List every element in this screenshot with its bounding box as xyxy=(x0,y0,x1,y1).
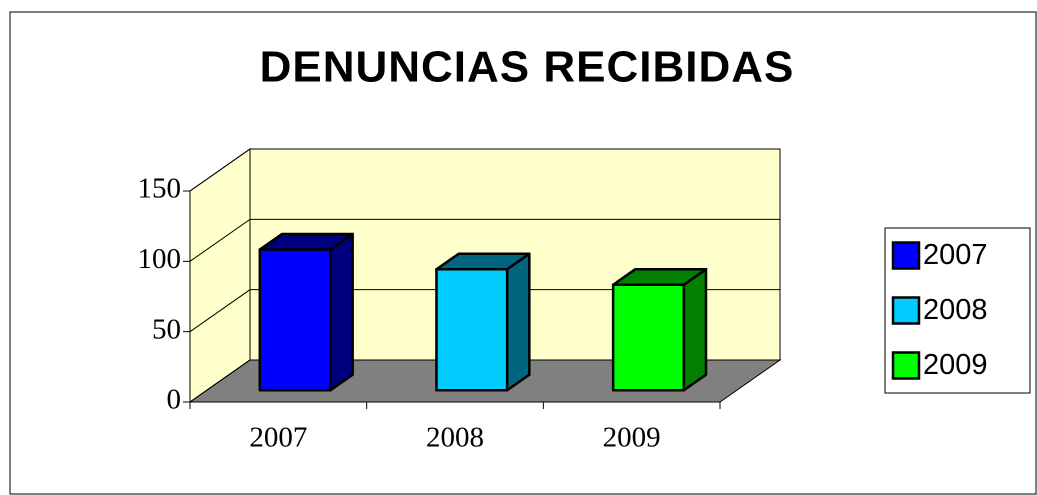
grid-line xyxy=(189,359,780,403)
legend-label: 2009 xyxy=(923,349,988,381)
grid-line xyxy=(189,148,780,192)
x-tick-label: 2009 xyxy=(603,422,661,454)
bar-front xyxy=(258,248,332,392)
legend-swatch xyxy=(891,351,921,380)
chart-title: DENUNCIAS RECIBIDAS xyxy=(260,43,795,92)
grid-line xyxy=(189,289,780,333)
y-tick-label: 150 xyxy=(138,173,182,205)
x-tick-label: 2007 xyxy=(249,422,307,454)
bar-side xyxy=(505,252,531,392)
legend-swatch xyxy=(891,296,921,325)
bar xyxy=(435,252,531,392)
grid-line xyxy=(189,218,780,262)
bar xyxy=(258,232,354,392)
side-wall xyxy=(189,148,251,403)
bar-side xyxy=(682,267,708,392)
y-tick-label: 50 xyxy=(152,313,181,345)
bar-front xyxy=(435,268,509,392)
legend-swatch xyxy=(891,241,921,270)
x-tick-label: 2008 xyxy=(426,422,484,454)
legend-label: 2007 xyxy=(923,239,988,271)
bar-front xyxy=(611,283,686,392)
bar xyxy=(611,267,708,392)
y-tick-label: 100 xyxy=(138,243,182,275)
y-tick-label: 0 xyxy=(167,384,182,416)
bar-side xyxy=(329,232,354,392)
legend-label: 2008 xyxy=(923,294,988,326)
